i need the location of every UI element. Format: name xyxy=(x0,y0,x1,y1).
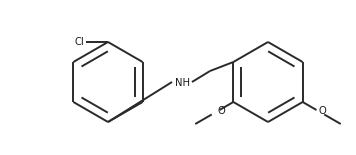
Text: Cl: Cl xyxy=(74,37,84,47)
Text: NH: NH xyxy=(175,78,190,88)
Text: O: O xyxy=(318,106,326,115)
Text: O: O xyxy=(218,106,225,115)
